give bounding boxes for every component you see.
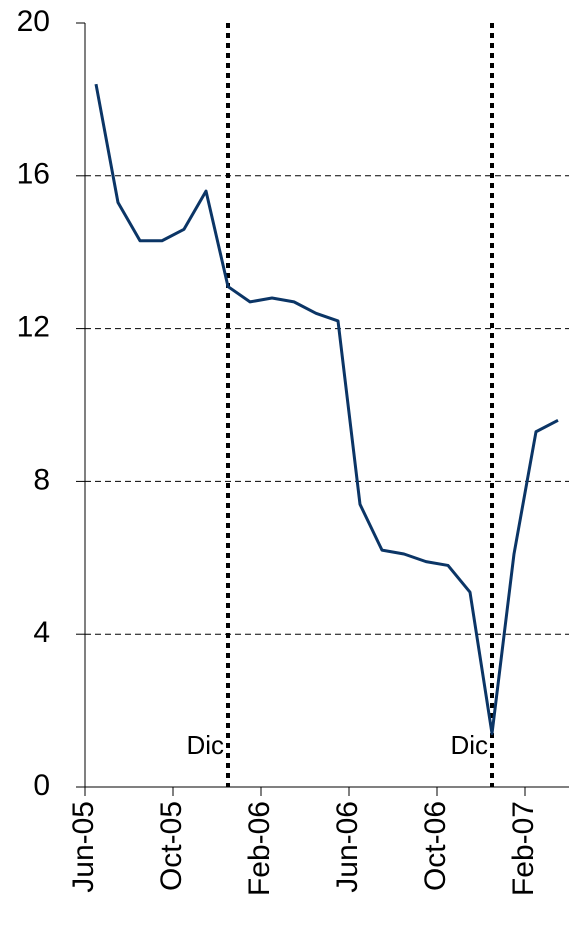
- annotation: Dic: [450, 730, 488, 760]
- y-tick-label: 12: [17, 311, 50, 344]
- y-tick-label: 4: [33, 616, 50, 649]
- x-tick-label: Jun-05: [67, 801, 100, 893]
- x-tick-label: Oct-05: [155, 801, 188, 891]
- x-tick-label: Feb-06: [243, 801, 276, 896]
- y-tick-label: 8: [33, 463, 50, 496]
- y-tick-label: 20: [17, 5, 50, 38]
- x-tick-label: Oct-06: [419, 801, 452, 891]
- data-line: [94, 83, 559, 736]
- y-tick-label: 0: [33, 769, 50, 802]
- annotation: Dic: [186, 730, 224, 760]
- x-tick-label: Feb-07: [507, 801, 540, 896]
- x-tick-label: Jun-06: [331, 801, 364, 893]
- y-tick-label: 16: [17, 158, 50, 191]
